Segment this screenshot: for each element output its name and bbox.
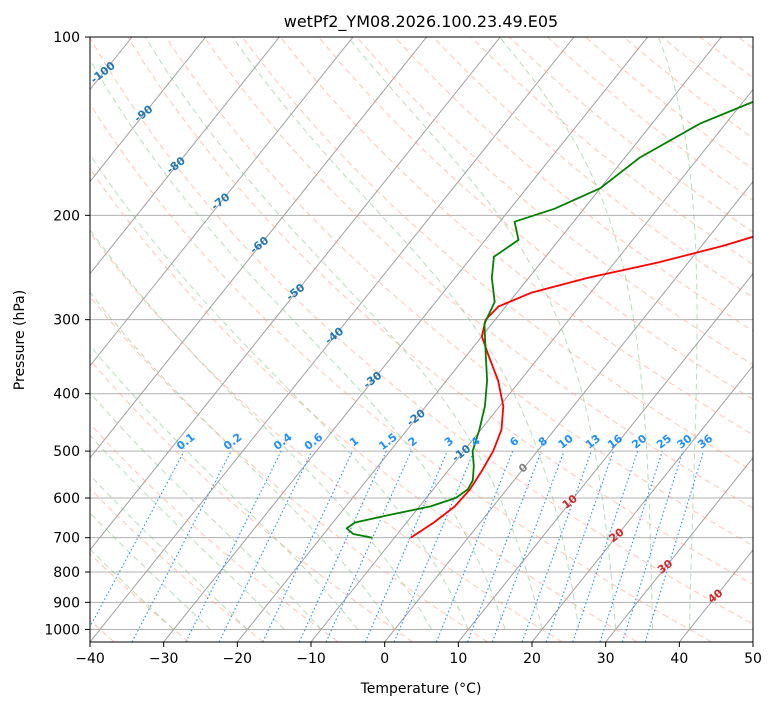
mixing-ratio-line [298,450,387,642]
mixing-ratio-line [621,450,684,642]
mixing-ratio-line [572,450,639,642]
dry-adiabat [90,231,563,642]
moist-adiabat [90,229,432,630]
moist-adiabat [658,37,698,630]
x-tick-label: −40 [75,651,105,667]
moist-adiabat [90,153,469,630]
isotherm-line [384,180,753,642]
moist-adiabat [90,291,396,630]
dry-adiabat [90,167,638,642]
dry-adiabat [317,37,753,401]
isotherm-line [236,37,722,642]
dry-adiabat [90,423,339,642]
mixing-ratio-line [364,450,448,642]
x-tick-label: −10 [296,651,326,667]
dewpoint-line [345,100,753,539]
isotherm-line [163,37,649,642]
y-tick-label: 200 [53,208,80,224]
mixing-ratio-line [90,450,185,628]
x-axis-label: Temperature (°C) [360,681,482,697]
isotherm-line [90,37,207,183]
background-lines [90,37,753,642]
dry-adiabat [279,37,753,436]
moist-adiabat [90,474,248,630]
x-tick-label: 0 [380,651,389,667]
dry-adiabat [90,103,712,642]
isotherm-line [90,37,575,642]
isotherm-line [605,457,753,642]
dry-adiabat [432,37,753,298]
x-tick-label: −20 [223,651,253,667]
moist-adiabat [90,548,175,630]
isotherm-line [531,364,753,642]
dry-adiabat [90,295,488,642]
chart-title: wetPf2_YM08.2026.100.23.49.E05 [284,12,558,32]
dry-adiabat [127,37,753,586]
y-tick-label: 300 [53,313,80,329]
x-tick-label: −30 [149,651,179,667]
dry-adiabat [90,553,190,642]
y-axis-label: Pressure (hPa) [12,290,28,390]
x-tick-label: 40 [670,651,688,667]
mixing-ratio-line [521,450,592,642]
moist-adiabat [232,37,580,630]
plot-frame [89,36,754,643]
profiles [345,100,753,539]
moist-adiabat [90,58,506,630]
moist-adiabat [499,37,653,630]
dry-adiabat [90,359,414,642]
y-tick-label: 400 [53,387,80,403]
mixing-ratio-line [325,450,412,642]
x-tick-label: 50 [744,651,762,667]
mixing-ratio-line [262,450,353,642]
y-tick-label: 500 [53,444,80,460]
isotherm-line [457,272,753,642]
x-tick-label: 10 [449,651,467,667]
y-tick-label: 700 [53,531,80,547]
x-tick-label: 20 [523,651,541,667]
moist-adiabat [90,344,359,630]
x-tick-label: 30 [597,651,615,667]
axes: −40 −30 −20 −10 0 10 20 30 40 50 100 200 300 400 500 60… [44,30,762,667]
dry-adiabat [90,37,753,625]
dry-adiabat [203,37,753,509]
moist-adiabat [347,37,617,630]
dry-adiabat [241,37,753,472]
y-tick-label: 600 [53,491,80,507]
mixing-ratio-line [393,450,475,642]
mixing-ratio-line [599,450,663,642]
isotherm-line [90,37,354,367]
mixing-ratio-line [644,450,705,642]
mixing-ratio-line [545,450,614,642]
mixing-ratio-line [218,450,313,642]
isotherm-line [90,37,501,551]
y-tick-label: 800 [53,565,80,581]
isotherm-line [90,37,280,275]
moist-adiabat [90,512,211,630]
y-tick-label: 100 [53,30,80,46]
y-tick-label: 1000 [44,622,80,638]
moist-adiabat [144,37,543,630]
y-tick-label: 900 [53,595,80,611]
isotherm-line [90,37,428,459]
temperature-line [410,235,753,539]
